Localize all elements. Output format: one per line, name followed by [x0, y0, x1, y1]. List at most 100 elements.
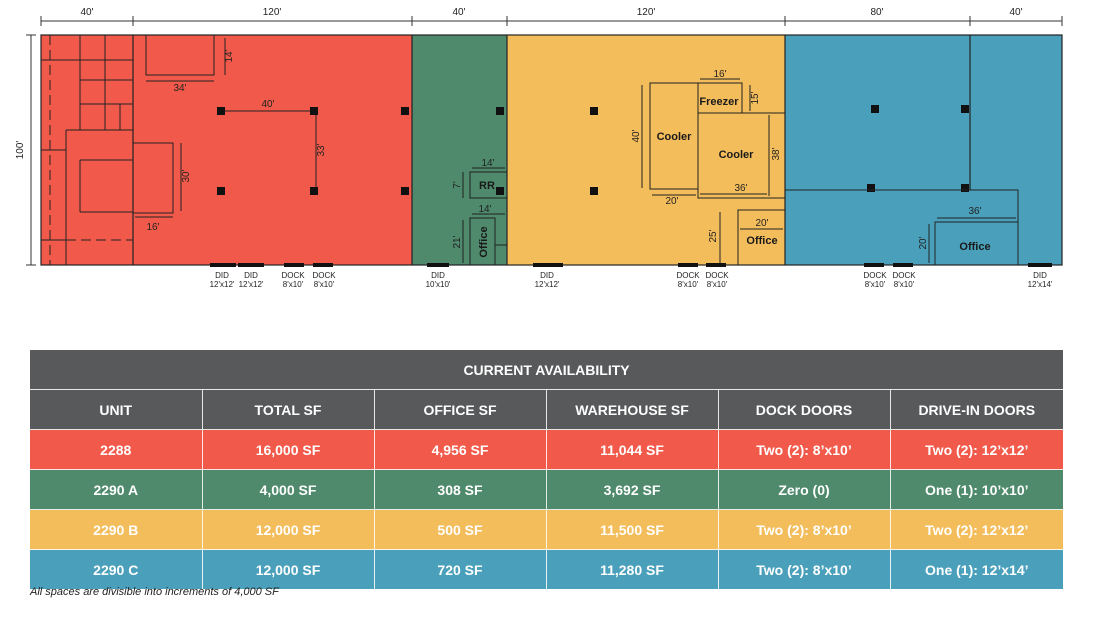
dim-40: 40' — [261, 99, 274, 110]
svg-text:DID: DID — [540, 271, 554, 280]
svg-text:8'x10': 8'x10' — [678, 280, 699, 289]
dim-14: 14' — [224, 49, 235, 62]
dim-16b: 16' — [713, 69, 726, 80]
cell-drive-in-doors: Two (2): 12’x12’ — [890, 509, 1064, 550]
table-row: 2290 B 12,000 SF 500 SF 11,500 SF Two (2… — [30, 509, 1064, 550]
dim-25: 25' — [708, 229, 719, 242]
cell-total-sf: 4,000 SF — [202, 469, 375, 510]
cell-total-sf: 12,000 SF — [202, 509, 375, 550]
cell-office-sf: 4,956 SF — [374, 429, 547, 470]
cell-unit: 2290 C — [30, 549, 203, 589]
svg-text:DOCK: DOCK — [312, 271, 336, 280]
svg-text:12'x14': 12'x14' — [1028, 280, 1053, 289]
col-header-office-sf: OFFICE SF — [374, 389, 547, 430]
top-dim-4: 120' — [637, 7, 656, 18]
unit-2290a-rooms — [462, 167, 508, 266]
cell-warehouse-sf: 11,044 SF — [546, 429, 719, 470]
svg-text:DOCK: DOCK — [705, 271, 729, 280]
svg-text:DOCK: DOCK — [863, 271, 887, 280]
dim-36c: 36' — [968, 206, 981, 217]
unit-2288-dim-lines — [132, 34, 317, 218]
svg-text:DID: DID — [244, 271, 258, 280]
cell-office-sf: 308 SF — [374, 469, 547, 510]
dim-14b: 14' — [478, 204, 491, 215]
cell-warehouse-sf: 11,500 SF — [546, 509, 719, 550]
room-office-2290a: Office — [478, 226, 490, 257]
svg-text:DID: DID — [215, 271, 229, 280]
svg-text:12'x12': 12'x12' — [210, 280, 235, 289]
unit-2290b-rooms — [641, 78, 786, 266]
table-row: 2290 C 12,000 SF 720 SF 11,280 SF Two (2… — [30, 549, 1064, 589]
dim-36b: 36' — [734, 183, 747, 194]
top-dim-6: 40' — [1009, 7, 1022, 18]
footnote: All spaces are divisible into increments… — [30, 586, 279, 598]
availability-table: CURRENT AVAILABILITY UNIT TOTAL SF OFFIC… — [30, 350, 1064, 589]
room-freezer: Freezer — [699, 96, 739, 108]
room-office-2290b: Office — [746, 235, 777, 247]
cell-dock-doors: Two (2): 8’x10’ — [718, 429, 891, 470]
svg-text:10'x10': 10'x10' — [426, 280, 451, 289]
cell-unit: 2290 A — [30, 469, 203, 510]
table-header-row: UNIT TOTAL SF OFFICE SF WAREHOUSE SF DOC… — [30, 389, 1064, 430]
col-header-dock-doors: DOCK DOORS — [718, 389, 891, 430]
side-dim: 100' — [15, 141, 26, 160]
cell-drive-in-doors: One (1): 10’x10’ — [890, 469, 1064, 510]
dim-34: 34' — [173, 83, 186, 94]
svg-text:8'x10': 8'x10' — [865, 280, 886, 289]
cell-unit: 2288 — [30, 429, 203, 470]
unit-2290a-area — [412, 35, 507, 265]
cell-dock-doors: Two (2): 8’x10’ — [718, 549, 891, 589]
room-rr: RR — [479, 180, 495, 192]
cell-total-sf: 12,000 SF — [202, 549, 375, 589]
svg-text:DID: DID — [1033, 271, 1047, 280]
unit-2290c-area — [785, 35, 1062, 265]
room-office-2290c: Office — [959, 241, 990, 253]
col-header-warehouse-sf: WAREHOUSE SF — [546, 389, 719, 430]
unit-2290c-rooms — [785, 189, 1019, 266]
cell-drive-in-doors: One (1): 12’x14’ — [890, 549, 1064, 589]
col-header-unit: UNIT — [30, 389, 203, 430]
dim-20b: 20' — [755, 218, 768, 229]
dim-21: 21' — [452, 235, 463, 248]
table-title: CURRENT AVAILABILITY — [30, 350, 1064, 390]
dim-20c: 20' — [918, 236, 929, 249]
svg-text:DID: DID — [431, 271, 445, 280]
cell-warehouse-sf: 3,692 SF — [546, 469, 719, 510]
side-dimension-line — [26, 34, 36, 266]
top-dimension-line — [40, 16, 1063, 26]
top-dim-5: 80' — [870, 7, 883, 18]
col-header-total-sf: TOTAL SF — [202, 389, 375, 430]
dim-15: 15' — [750, 91, 761, 104]
table-row: 2290 A 4,000 SF 308 SF 3,692 SF Zero (0)… — [30, 469, 1064, 510]
svg-text:DOCK: DOCK — [281, 271, 305, 280]
svg-text:8'x10': 8'x10' — [894, 280, 915, 289]
top-dim-1: 40' — [80, 7, 93, 18]
dim-16: 16' — [146, 222, 159, 233]
svg-text:12'x12': 12'x12' — [239, 280, 264, 289]
top-dim-2: 120' — [263, 7, 282, 18]
table-row: 2288 16,000 SF 4,956 SF 11,044 SF Two (2… — [30, 429, 1064, 470]
svg-text:DOCK: DOCK — [892, 271, 916, 280]
dim-38: 38' — [771, 147, 782, 160]
table-title-row: CURRENT AVAILABILITY — [30, 350, 1064, 390]
top-dim-3: 40' — [452, 7, 465, 18]
cell-drive-in-doors: Two (2): 12’x12’ — [890, 429, 1064, 470]
dim-33: 33' — [316, 143, 327, 156]
unit-2288-office-walls — [41, 35, 133, 265]
cell-office-sf: 500 SF — [374, 509, 547, 550]
svg-text:DOCK: DOCK — [676, 271, 700, 280]
cell-dock-doors: Zero (0) — [718, 469, 891, 510]
building-columns — [217, 105, 969, 195]
room-cooler-2: Cooler — [719, 149, 755, 161]
dim-14a: 14' — [481, 158, 494, 169]
